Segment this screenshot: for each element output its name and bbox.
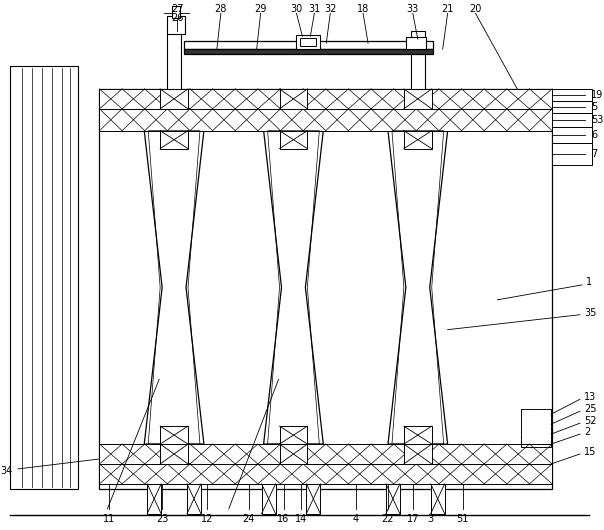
Bar	[280, 444, 307, 464]
Bar	[300, 38, 316, 46]
Bar	[100, 89, 552, 489]
Text: 22: 22	[382, 514, 394, 524]
Bar	[167, 16, 185, 34]
Text: 52: 52	[584, 416, 596, 426]
Text: 2: 2	[584, 427, 590, 437]
Bar	[10, 66, 77, 489]
Bar	[297, 35, 320, 49]
Bar	[160, 131, 188, 148]
Bar	[100, 464, 552, 484]
Bar	[184, 49, 432, 54]
Bar	[147, 484, 161, 514]
Text: 21: 21	[442, 4, 454, 14]
Text: 24: 24	[242, 514, 255, 524]
Text: 6: 6	[591, 130, 597, 140]
Text: 27: 27	[171, 4, 184, 14]
Bar	[552, 143, 592, 164]
Bar	[262, 484, 275, 514]
Bar	[100, 109, 552, 131]
Bar	[100, 444, 552, 464]
Text: 16: 16	[277, 514, 290, 524]
Text: 51: 51	[457, 514, 469, 524]
Text: 29: 29	[254, 4, 267, 14]
Text: 26: 26	[171, 13, 183, 23]
Bar	[404, 131, 432, 148]
Text: 18: 18	[357, 4, 369, 14]
Text: 28: 28	[214, 4, 227, 14]
Text: 25: 25	[584, 404, 596, 414]
Bar	[386, 484, 400, 514]
Polygon shape	[144, 131, 204, 444]
Bar	[280, 131, 307, 148]
Bar	[160, 426, 188, 444]
Text: 11: 11	[103, 514, 115, 524]
Text: 1: 1	[586, 277, 592, 287]
Text: 7: 7	[591, 148, 597, 158]
Bar	[404, 426, 432, 444]
Text: 15: 15	[584, 447, 596, 457]
Bar	[100, 89, 552, 109]
Bar	[411, 31, 425, 89]
Bar	[280, 89, 307, 109]
Text: 32: 32	[324, 4, 336, 14]
Bar	[184, 41, 432, 49]
Text: 19: 19	[591, 90, 603, 100]
Text: 35: 35	[584, 308, 596, 318]
Text: 14: 14	[295, 514, 307, 524]
Bar	[552, 113, 592, 127]
Text: 3: 3	[428, 514, 434, 524]
Text: 34: 34	[0, 466, 12, 476]
Bar	[160, 444, 188, 464]
Polygon shape	[388, 131, 448, 444]
Text: 20: 20	[469, 4, 481, 14]
Text: 12: 12	[201, 514, 213, 524]
Bar	[552, 89, 592, 101]
Bar	[280, 426, 307, 444]
Bar	[404, 444, 432, 464]
Bar	[160, 89, 188, 109]
Text: 13: 13	[584, 392, 596, 402]
Bar	[167, 31, 181, 89]
Text: 53: 53	[591, 115, 603, 125]
Bar	[431, 484, 445, 514]
Text: 23: 23	[156, 514, 169, 524]
Text: 31: 31	[308, 4, 321, 14]
Bar	[552, 127, 592, 143]
Text: 33: 33	[406, 4, 419, 14]
Text: 30: 30	[291, 4, 303, 14]
Text: 17: 17	[406, 514, 419, 524]
Bar	[404, 89, 432, 109]
Bar	[187, 484, 201, 514]
Bar	[521, 409, 551, 447]
Polygon shape	[263, 131, 323, 444]
Bar	[552, 101, 592, 113]
Bar	[172, 6, 180, 19]
Text: 4: 4	[353, 514, 359, 524]
Bar	[406, 37, 426, 49]
Bar	[306, 484, 320, 514]
Text: 5: 5	[591, 102, 597, 112]
